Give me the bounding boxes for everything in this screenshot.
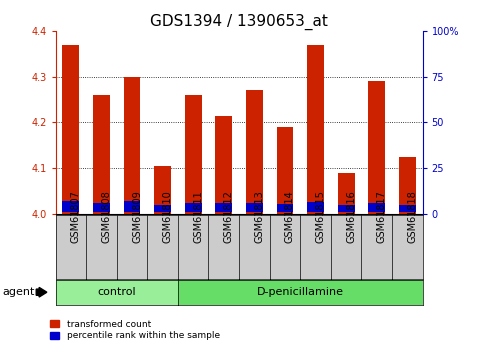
Bar — [185, 95, 201, 214]
Text: GSM61810: GSM61810 — [163, 190, 172, 243]
Bar — [215, 203, 232, 212]
Bar — [246, 203, 263, 212]
Bar — [307, 45, 324, 214]
Text: GSM61808: GSM61808 — [101, 190, 112, 243]
Bar — [369, 203, 385, 212]
Bar — [62, 45, 79, 214]
Text: GSM61816: GSM61816 — [346, 190, 356, 243]
Bar — [369, 81, 385, 214]
Bar — [399, 157, 416, 214]
Text: GSM61814: GSM61814 — [285, 190, 295, 243]
Bar — [124, 201, 141, 212]
Bar — [93, 203, 110, 212]
Bar — [246, 90, 263, 214]
Text: GSM61811: GSM61811 — [193, 190, 203, 243]
Text: GSM61817: GSM61817 — [377, 190, 387, 243]
Bar — [93, 95, 110, 214]
Text: GSM61812: GSM61812 — [224, 190, 234, 243]
Bar — [399, 205, 416, 212]
Text: GSM61809: GSM61809 — [132, 190, 142, 243]
Text: GSM61818: GSM61818 — [407, 190, 417, 243]
Bar — [154, 166, 171, 214]
Title: GDS1394 / 1390653_at: GDS1394 / 1390653_at — [150, 13, 328, 30]
Bar — [62, 201, 79, 212]
Legend: transformed count, percentile rank within the sample: transformed count, percentile rank withi… — [50, 320, 220, 341]
Bar — [277, 204, 293, 212]
Text: D-penicillamine: D-penicillamine — [257, 287, 344, 297]
Bar — [124, 77, 141, 214]
Bar — [338, 173, 355, 214]
Bar — [277, 127, 293, 214]
Text: control: control — [98, 287, 136, 297]
Text: GSM61815: GSM61815 — [315, 190, 326, 243]
Text: GSM61813: GSM61813 — [255, 190, 264, 243]
Text: GSM61807: GSM61807 — [71, 190, 81, 243]
Bar — [154, 205, 171, 212]
Text: agent: agent — [2, 287, 35, 297]
Bar — [338, 205, 355, 212]
Bar — [307, 202, 324, 212]
Bar — [215, 116, 232, 214]
Bar — [185, 203, 201, 212]
